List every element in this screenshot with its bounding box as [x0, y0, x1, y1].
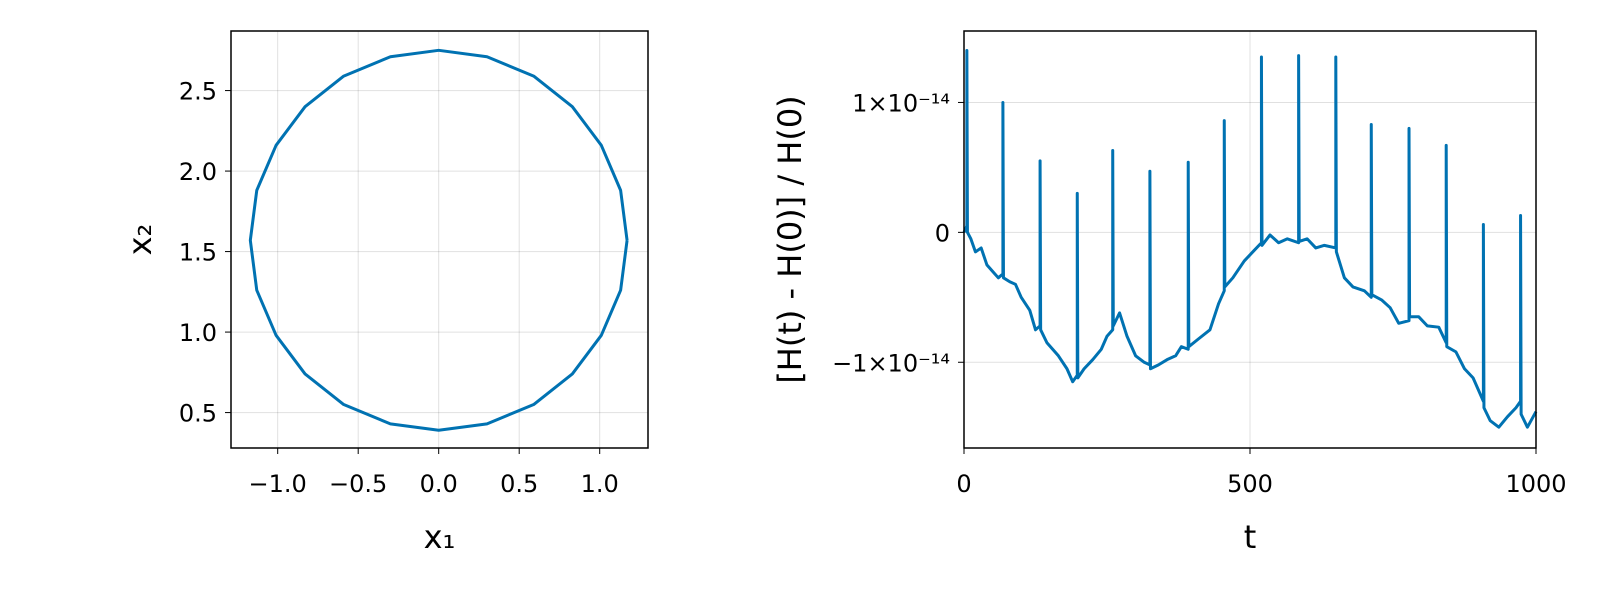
x-tick-label: 0 — [956, 470, 971, 498]
x-tick-label: 0.5 — [500, 470, 538, 498]
x-axis-label: t — [1244, 518, 1257, 556]
plot-frame — [230, 30, 649, 449]
y-tick-label: 1.5 — [179, 239, 217, 267]
x-tick-label: 1000 — [1505, 470, 1566, 498]
y-axis-label: x₂ — [121, 224, 159, 256]
y-axis-label: [H(t) - H(0)] / H(0) — [771, 95, 809, 383]
data-line — [962, 48, 1538, 429]
y-tick-label: 1×10⁻¹⁴ — [852, 89, 950, 117]
x-tick-label: 0.0 — [420, 470, 458, 498]
y-tick-label: 2.0 — [179, 158, 217, 186]
x-tick-label: −0.5 — [329, 470, 387, 498]
x-tick-label: 1.0 — [581, 470, 619, 498]
data-line — [248, 48, 629, 432]
x-tick-label: −1.0 — [249, 470, 307, 498]
y-tick-label: 0.5 — [179, 400, 217, 428]
plot-frame — [963, 30, 1537, 449]
x-tick-label: 500 — [1227, 470, 1273, 498]
y-tick-label: 1.0 — [179, 319, 217, 347]
y-tick-label: 0 — [935, 219, 950, 247]
x-axis-label: x₁ — [424, 518, 456, 556]
y-tick-label: −1×10⁻¹⁴ — [832, 349, 950, 377]
y-tick-label: 2.5 — [179, 78, 217, 106]
